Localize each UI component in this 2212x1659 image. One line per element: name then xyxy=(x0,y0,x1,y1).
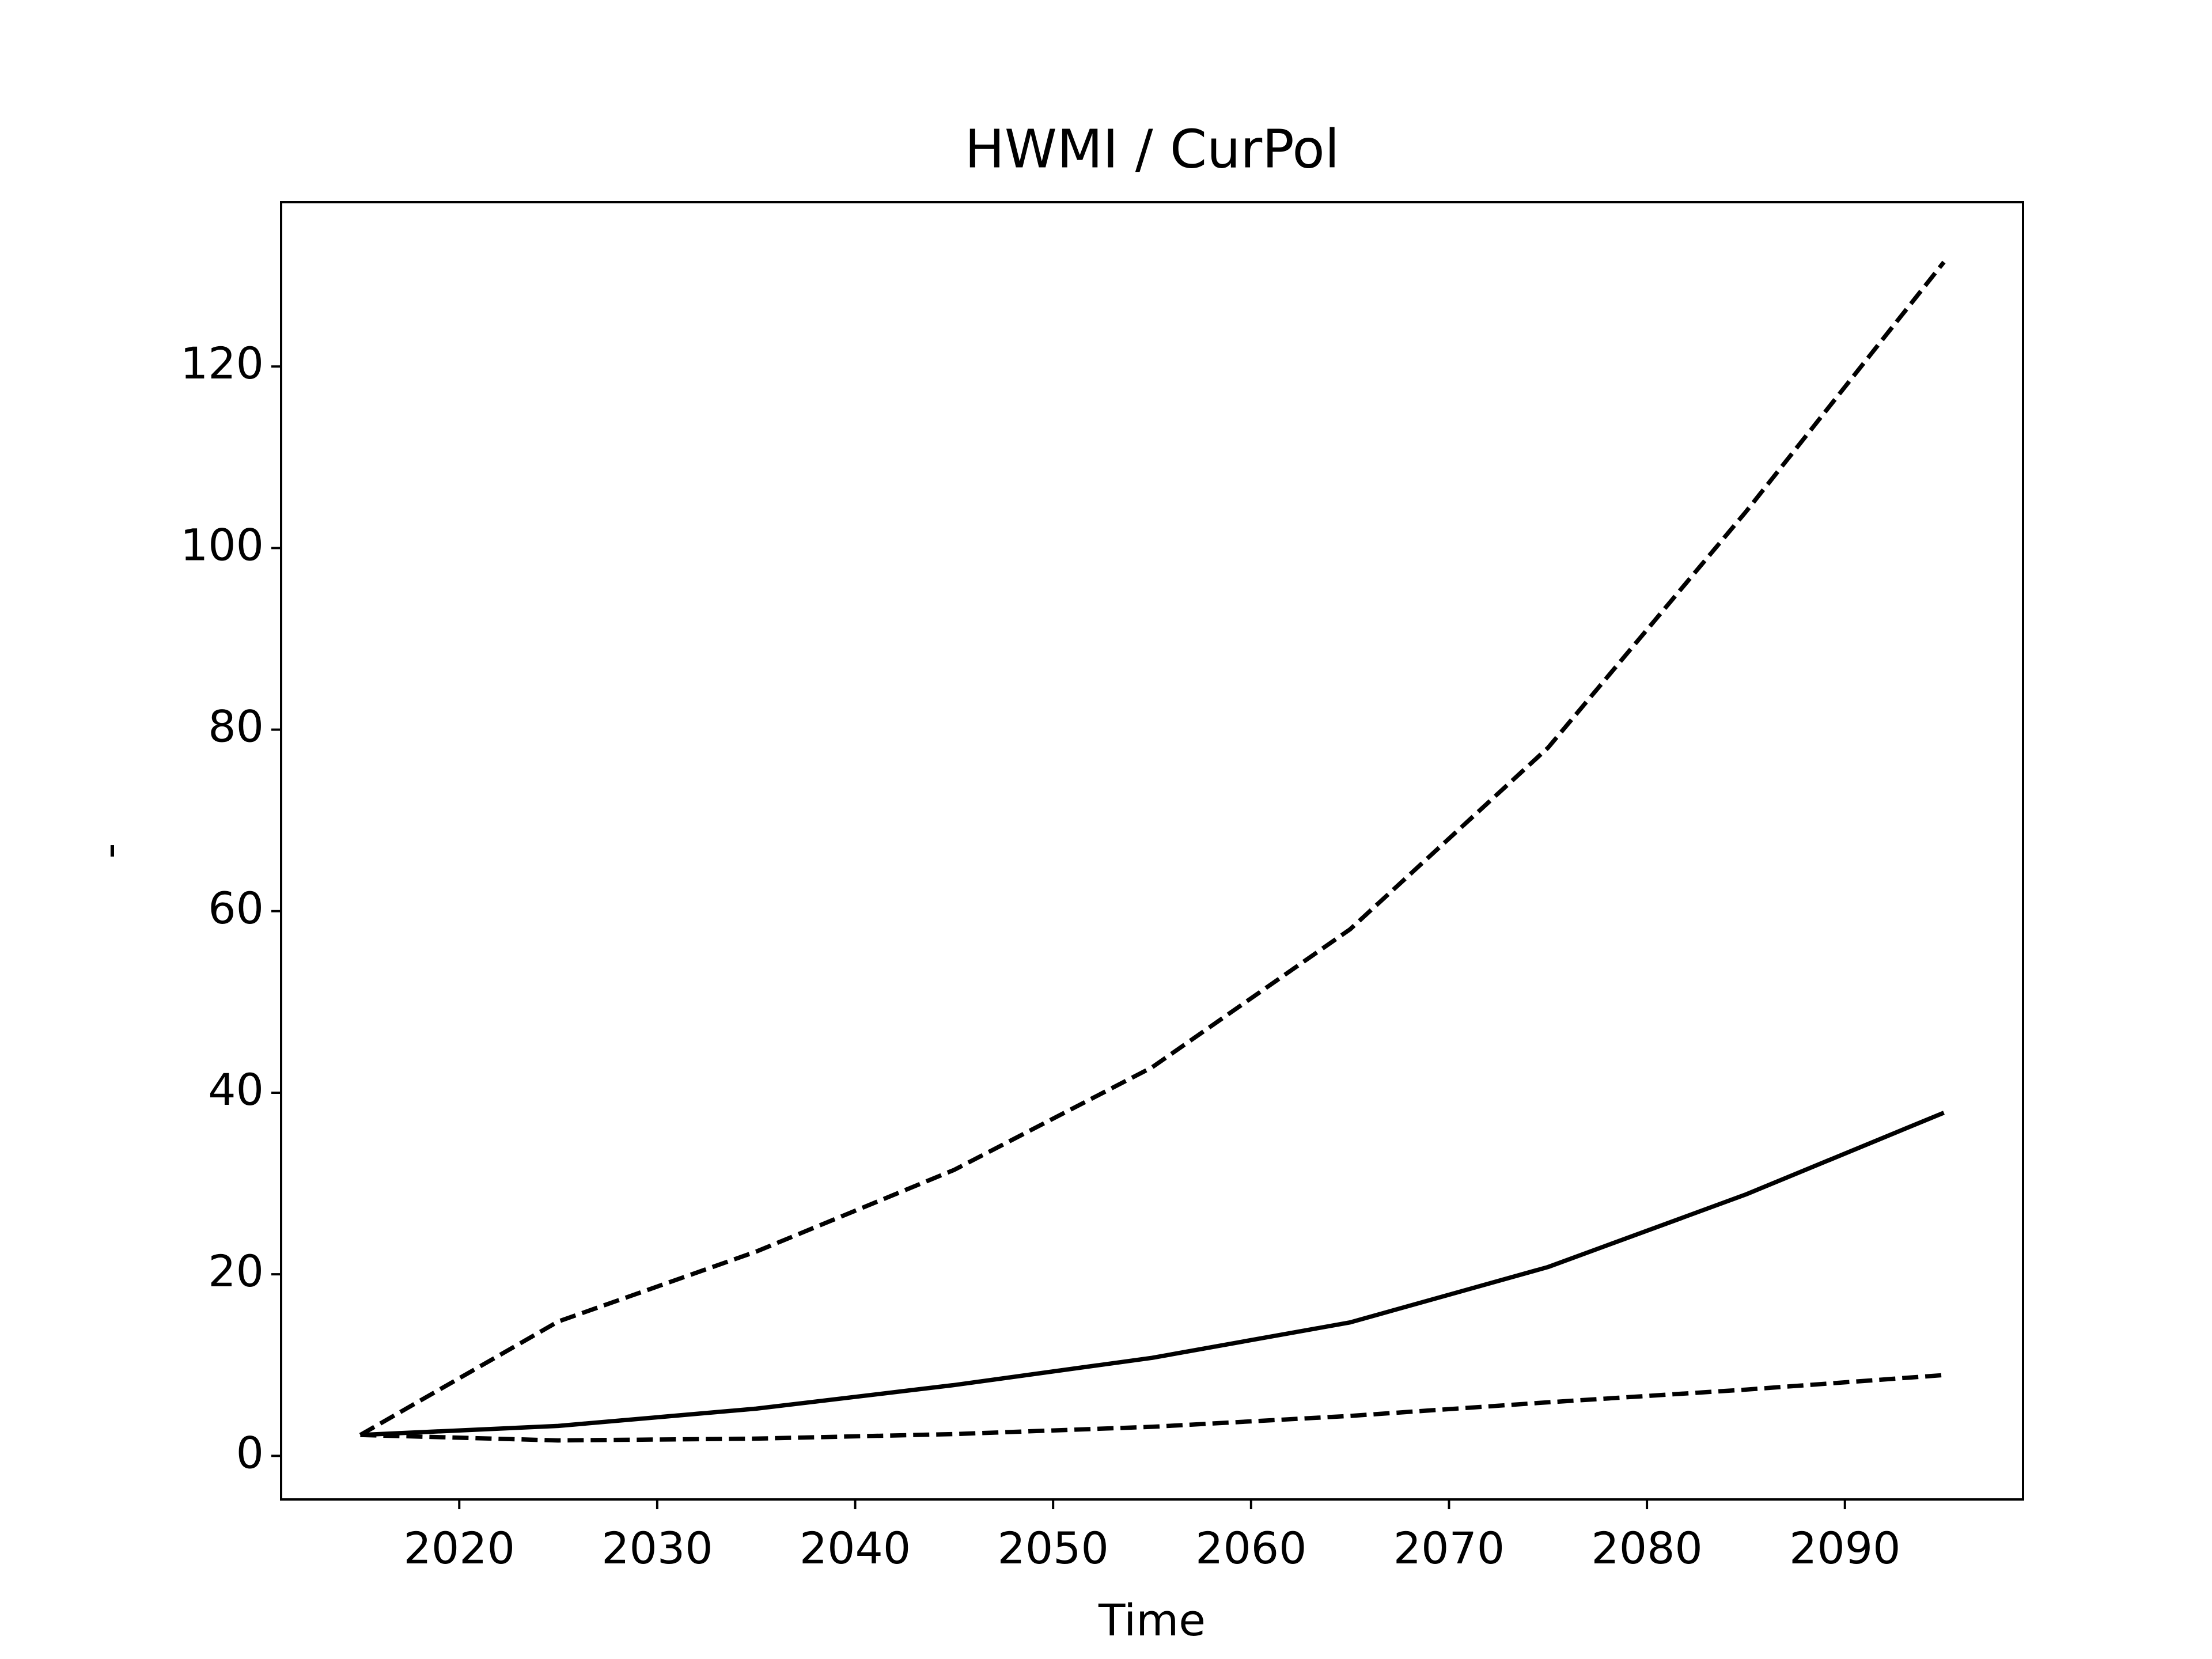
plot-frame xyxy=(280,201,2024,1501)
y-tick-label: 60 xyxy=(208,882,264,934)
x-axis-label: Time xyxy=(1098,1594,1206,1646)
x-tick-label: 2050 xyxy=(997,1522,1108,1574)
y-tick-label: 20 xyxy=(208,1245,264,1297)
y-tick-label: 40 xyxy=(208,1064,264,1115)
x-tick-label: 2090 xyxy=(1789,1522,1900,1574)
y-tick-label: 80 xyxy=(208,701,264,752)
x-tick-label: 2060 xyxy=(1195,1522,1306,1574)
series-line xyxy=(359,260,1946,1437)
x-tick-label: 2030 xyxy=(601,1522,713,1574)
chart-title: HWMI / CurPol xyxy=(965,118,1340,180)
y-tick-label: 120 xyxy=(180,338,264,389)
x-tick-label: 2080 xyxy=(1591,1522,1702,1574)
y-tick-label: 100 xyxy=(180,519,264,570)
series-line xyxy=(360,1111,1945,1437)
y-tick-label: 0 xyxy=(236,1427,264,1478)
x-tick-label: 2020 xyxy=(404,1522,515,1574)
x-tick-label: 2040 xyxy=(800,1522,911,1574)
series-line xyxy=(360,1373,1944,1443)
x-tick-label: 2070 xyxy=(1393,1522,1505,1574)
y-axis-label: - xyxy=(84,843,135,858)
